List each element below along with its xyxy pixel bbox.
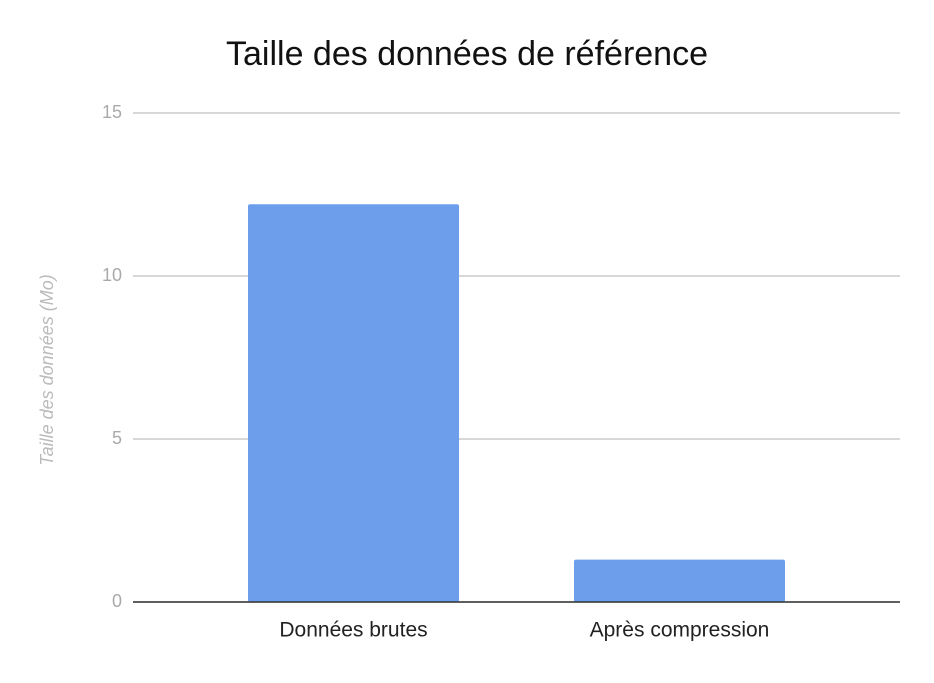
y-tick-label: 15 — [102, 102, 122, 122]
y-tick-label: 5 — [112, 428, 122, 448]
x-tick-label: Données brutes — [279, 619, 427, 642]
x-tick-label: Après compression — [590, 619, 770, 642]
bar — [248, 204, 459, 602]
y-tick-label: 10 — [102, 265, 122, 285]
chart-title: Taille des données de référence — [226, 35, 708, 73]
y-tick-label: 0 — [112, 591, 122, 611]
bar — [574, 559, 785, 602]
y-axis-label: Taille des données (Mo) — [37, 274, 57, 465]
